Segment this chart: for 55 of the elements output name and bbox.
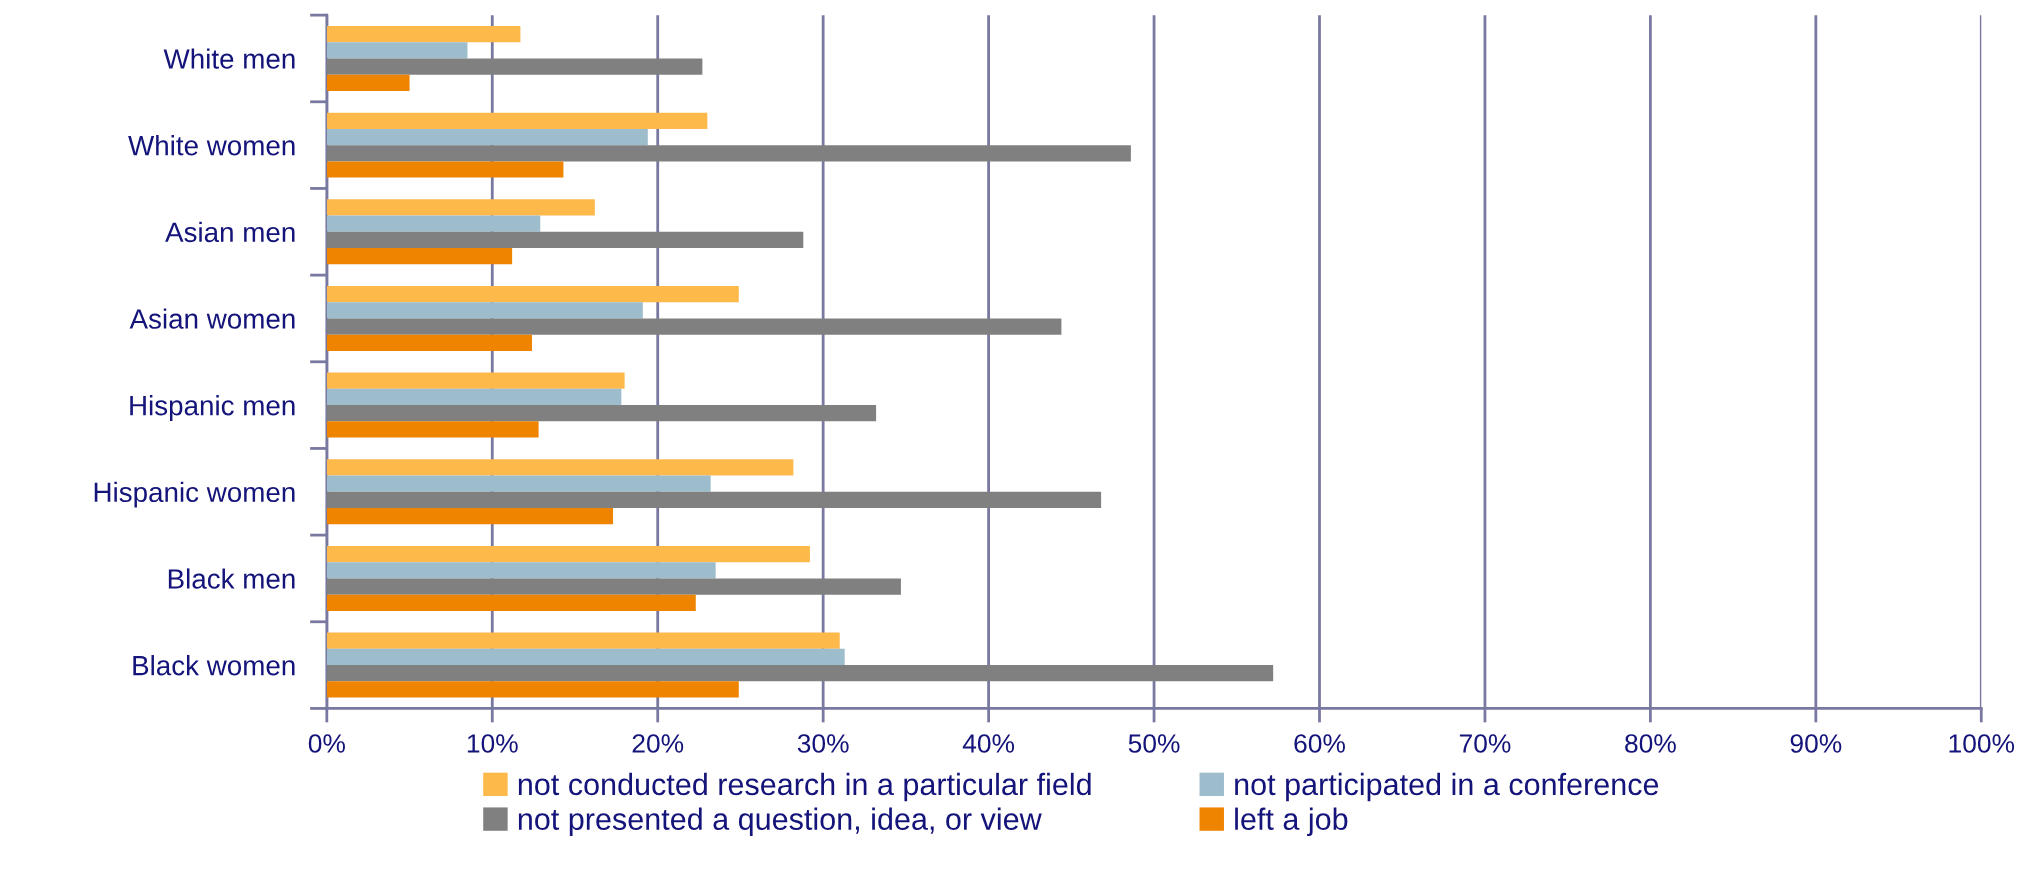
- x-tick-label: 80%: [1625, 734, 1676, 753]
- legend-label: left a job: [1235, 807, 1348, 837]
- legend-label: not conducted research in a particular field: [518, 772, 1091, 802]
- y-tick-label: Hispanic women: [94, 481, 295, 508]
- bar: [326, 25, 521, 43]
- bar: [326, 665, 1274, 682]
- x-tick-label: 60%: [1294, 734, 1345, 753]
- bar: [326, 161, 564, 178]
- y-tick-label: Black men: [168, 568, 295, 589]
- bar: [326, 334, 532, 351]
- bar: [326, 112, 708, 129]
- x-tick-label: 70%: [1459, 734, 1511, 753]
- x-tick-label: 40%: [962, 734, 1015, 753]
- bar: [326, 145, 1131, 162]
- bar: [326, 231, 804, 249]
- bar: [326, 199, 595, 216]
- x-tick-label: 30%: [797, 734, 849, 753]
- x-tick-label: 100%: [1949, 734, 2015, 753]
- y-tick-label: White women: [128, 135, 295, 156]
- bar: [326, 372, 625, 389]
- y-tick-label: Hispanic men: [130, 395, 295, 421]
- bar: [326, 508, 614, 525]
- bar: [326, 248, 513, 265]
- bar: [326, 388, 622, 406]
- bar: [326, 128, 648, 146]
- bar: [326, 475, 711, 492]
- x-tick-label: 0%: [308, 734, 345, 753]
- bar: [326, 405, 877, 422]
- bar: [326, 285, 739, 303]
- bar: [326, 648, 845, 666]
- x-tick-label: 10%: [467, 734, 518, 753]
- x-tick-label: 20%: [632, 734, 684, 753]
- bar: [326, 421, 539, 438]
- x-tick-label: 90%: [1790, 734, 1842, 753]
- bar: [326, 681, 739, 698]
- y-tick-label: White men: [163, 48, 295, 69]
- bar: [326, 562, 716, 579]
- legend-label: not presented a question, idea, or view: [518, 807, 1042, 837]
- bar: [326, 42, 468, 59]
- bar: [326, 74, 410, 91]
- bar: [326, 58, 703, 75]
- y-tick-label: Black women: [133, 655, 295, 676]
- bar: [326, 545, 810, 563]
- bar: [326, 215, 541, 232]
- bar: [326, 632, 840, 649]
- bar: [326, 594, 696, 611]
- bar: [326, 302, 643, 319]
- bar: [326, 318, 1062, 335]
- bar: [326, 578, 901, 595]
- y-tick-label: Asian women: [129, 308, 295, 329]
- legend-label: not participated in a conference: [1235, 772, 1659, 802]
- y-tick-label: Asian men: [165, 221, 295, 243]
- bar: [326, 459, 794, 476]
- bar: [326, 491, 1102, 509]
- x-tick-label: 50%: [1128, 734, 1180, 753]
